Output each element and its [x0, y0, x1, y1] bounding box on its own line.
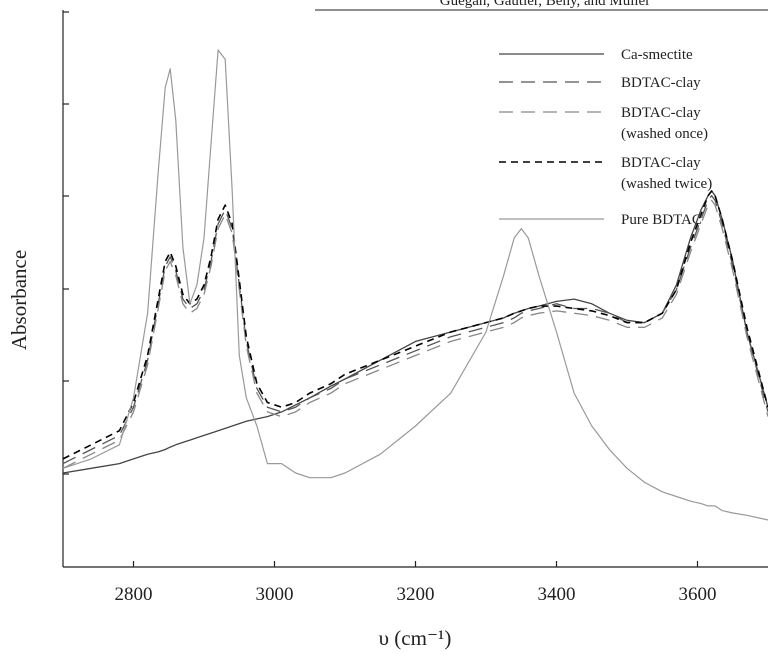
- series-line: [62, 199, 768, 469]
- y-axis-title: Absorbance: [7, 250, 31, 350]
- legend: Ca-smectite BDTAC-clay BDTAC-clay (washed o…: [499, 47, 712, 228]
- x-tick-label: 3000: [256, 584, 294, 605]
- x-tick-label: 3600: [679, 584, 717, 605]
- legend-sublabel: (washed twice): [621, 176, 712, 192]
- page-header-group: Guégan, Gautier, Beny, and Muller: [315, 0, 768, 11]
- x-ticks: [132, 561, 699, 567]
- x-tick-label: 3200: [397, 584, 435, 605]
- series-line: [62, 49, 768, 521]
- series-line: [62, 195, 768, 465]
- legend-label: BDTAC-clay: [621, 155, 701, 171]
- series-line: [62, 190, 768, 474]
- x-axis-title: υ (cm⁻¹): [379, 626, 452, 650]
- legend-label: Pure BDTAC: [621, 212, 702, 228]
- legend-label: BDTAC-clay: [621, 75, 701, 91]
- x-tick-labels: 2800 3000 3200 3400 3600: [115, 584, 717, 605]
- page-header: Guégan, Gautier, Beny, and Muller: [440, 0, 650, 9]
- axes: [62, 10, 768, 568]
- legend-sublabel: (washed once): [621, 126, 708, 142]
- legend-label: Ca-smectite: [621, 47, 693, 63]
- y-ticks: [63, 11, 69, 475]
- series-line: [62, 190, 768, 460]
- legend-label: BDTAC-clay: [621, 105, 701, 121]
- series-layer: [62, 49, 768, 521]
- x-tick-label: 2800: [115, 584, 153, 605]
- x-tick-label: 3400: [538, 584, 576, 605]
